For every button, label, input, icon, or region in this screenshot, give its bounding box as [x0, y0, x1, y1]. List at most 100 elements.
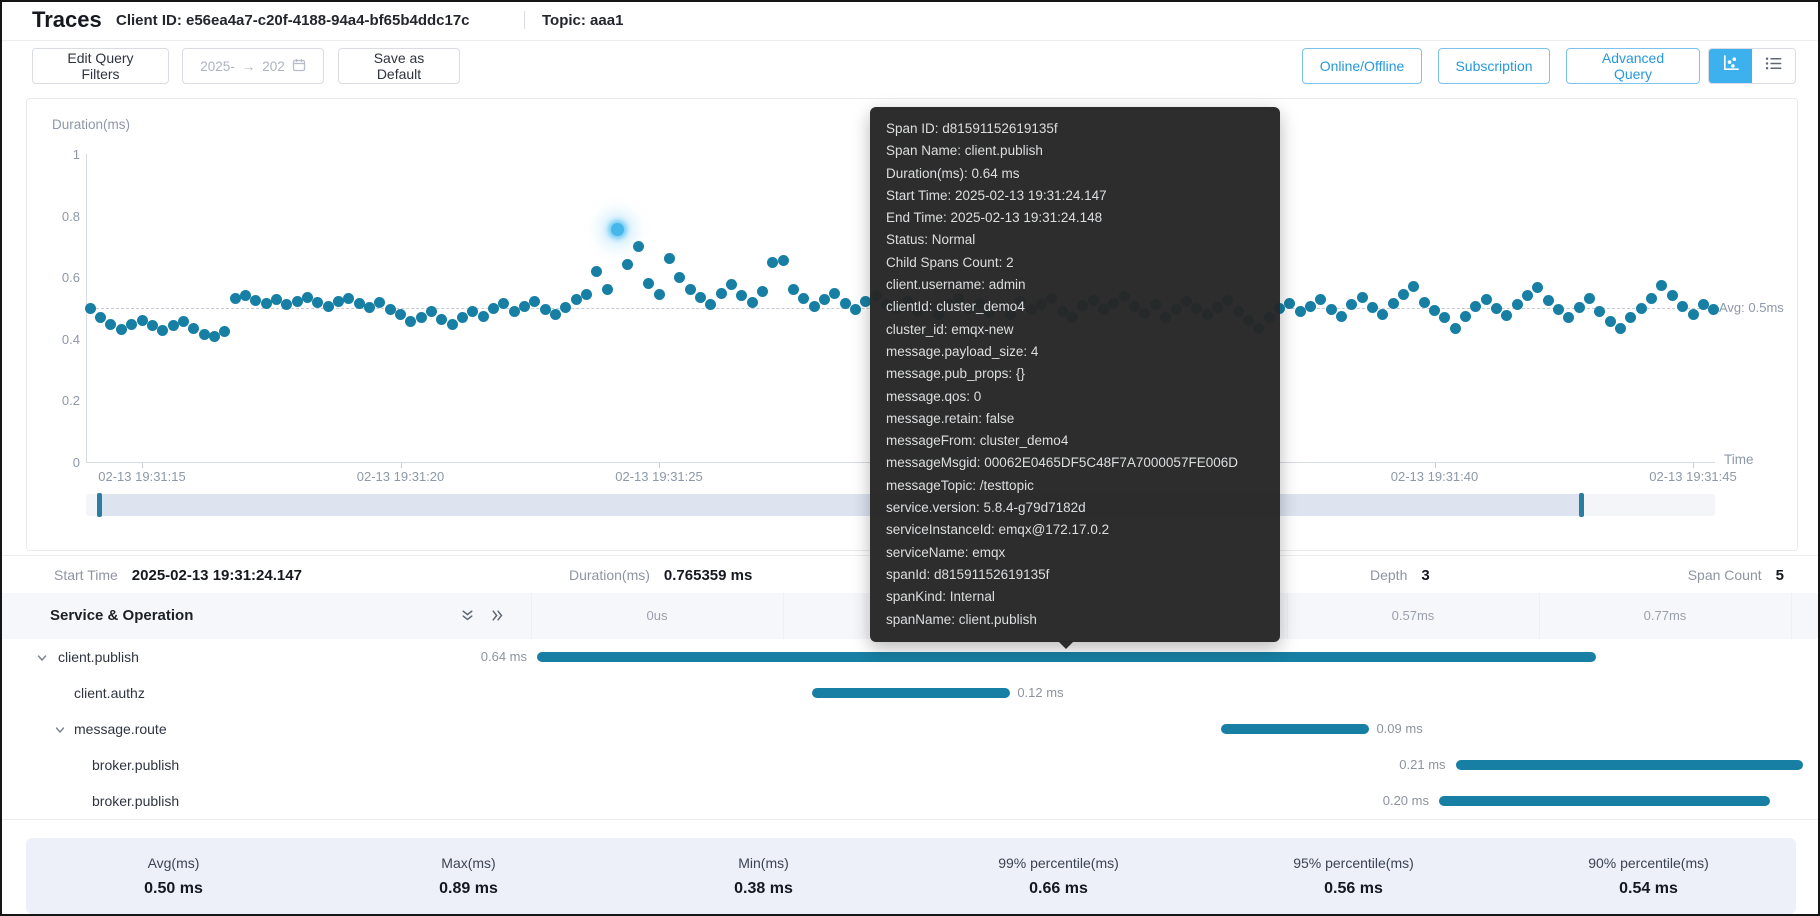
scatter-point[interactable]: [208, 330, 220, 342]
scatter-point[interactable]: [622, 259, 634, 271]
scatter-point[interactable]: [818, 293, 830, 305]
scatter-point[interactable]: [84, 302, 96, 314]
scatter-point[interactable]: [725, 279, 737, 291]
scatter-point[interactable]: [591, 265, 603, 277]
scatter-point[interactable]: [1584, 293, 1596, 305]
scatter-point[interactable]: [95, 311, 107, 323]
scatter-point[interactable]: [674, 271, 686, 283]
scatter-point[interactable]: [353, 297, 365, 309]
span-duration-bar[interactable]: [537, 652, 1597, 662]
scatter-point[interactable]: [1408, 280, 1420, 292]
scatter-point[interactable]: [157, 324, 169, 336]
scatter-point[interactable]: [198, 328, 210, 340]
scatter-point[interactable]: [808, 300, 820, 312]
date-range-picker[interactable]: 2025- → 202: [182, 48, 324, 84]
scatter-point[interactable]: [488, 302, 500, 314]
scatter-point[interactable]: [1666, 290, 1678, 302]
span-row[interactable]: broker.publish 0.20 ms: [2, 783, 1818, 819]
scatter-point[interactable]: [332, 295, 344, 307]
scatter-point[interactable]: [1573, 301, 1585, 313]
scatter-point[interactable]: [653, 288, 665, 300]
scatter-point[interactable]: [777, 254, 789, 266]
scatter-point[interactable]: [715, 287, 727, 299]
subscription-button[interactable]: Subscription: [1438, 48, 1550, 84]
scatter-point[interactable]: [415, 311, 427, 323]
scatter-point[interactable]: [1615, 323, 1627, 335]
scatter-point[interactable]: [1335, 311, 1347, 323]
scatter-point[interactable]: [1418, 296, 1430, 308]
edit-query-filters-button[interactable]: Edit Query Filters: [32, 48, 169, 84]
scatter-point[interactable]: [1532, 281, 1544, 293]
scatter-point[interactable]: [1284, 297, 1296, 309]
span-duration-bar[interactable]: [1220, 724, 1370, 734]
scatter-point[interactable]: [115, 324, 127, 336]
scatter-point-selected[interactable]: [611, 222, 625, 236]
scatter-point[interactable]: [1635, 302, 1647, 314]
scatter-point[interactable]: [508, 306, 520, 318]
scatter-point[interactable]: [684, 284, 696, 296]
scatter-point[interactable]: [1460, 311, 1472, 323]
scatter-point[interactable]: [1429, 304, 1440, 316]
scatter-point[interactable]: [539, 304, 551, 316]
scatter-point[interactable]: [1480, 293, 1492, 305]
advanced-query-button[interactable]: Advanced Query: [1566, 48, 1700, 84]
chevron-down-icon[interactable]: [54, 723, 66, 741]
scatter-point[interactable]: [1449, 322, 1461, 334]
scatter-point[interactable]: [467, 305, 479, 317]
scatter-point[interactable]: [798, 293, 810, 305]
scatter-point[interactable]: [1491, 303, 1503, 315]
span-duration-bar[interactable]: [1438, 796, 1770, 806]
list-view-toggle[interactable]: [1752, 49, 1795, 83]
scatter-point[interactable]: [1697, 299, 1709, 311]
scatter-point[interactable]: [136, 314, 148, 326]
span-duration-bar[interactable]: [1455, 760, 1804, 770]
scatter-point[interactable]: [446, 319, 458, 331]
scatter-point[interactable]: [105, 319, 117, 331]
scatter-point[interactable]: [270, 293, 282, 305]
scatter-point[interactable]: [1397, 288, 1409, 300]
scatter-point[interactable]: [1511, 298, 1523, 310]
scatter-point[interactable]: [1356, 291, 1368, 303]
scatter-point[interactable]: [177, 316, 189, 328]
scatter-point[interactable]: [1646, 292, 1658, 304]
scatter-point[interactable]: [1687, 309, 1699, 321]
scatter-point[interactable]: [570, 293, 582, 305]
scatter-point[interactable]: [550, 309, 562, 321]
scatter-point[interactable]: [860, 296, 872, 308]
scatter-point[interactable]: [1553, 304, 1565, 316]
datazoom-selected-range[interactable]: [97, 494, 1583, 516]
scatter-point[interactable]: [374, 296, 386, 308]
scatter-point[interactable]: [1501, 310, 1513, 322]
scatter-point[interactable]: [312, 296, 324, 308]
span-row[interactable]: client.publish 0.64 ms: [2, 639, 1818, 675]
scatter-point[interactable]: [457, 312, 469, 324]
scatter-point[interactable]: [1387, 297, 1399, 309]
chevron-down-icon[interactable]: [36, 651, 48, 669]
scatter-point[interactable]: [260, 297, 272, 309]
scatter-point[interactable]: [581, 288, 593, 300]
scatter-point[interactable]: [1542, 294, 1554, 306]
scatter-point[interactable]: [301, 291, 313, 303]
scatter-point[interactable]: [839, 297, 851, 309]
scatter-point[interactable]: [1656, 280, 1668, 292]
scatter-point[interactable]: [1594, 306, 1606, 318]
chart-view-toggle[interactable]: [1709, 49, 1752, 83]
span-row[interactable]: message.route 0.09 ms: [2, 711, 1818, 747]
scatter-point[interactable]: [363, 301, 375, 313]
span-row[interactable]: broker.publish 0.21 ms: [2, 747, 1818, 783]
scatter-point[interactable]: [1325, 304, 1337, 316]
scatter-point[interactable]: [1708, 304, 1720, 316]
scatter-point[interactable]: [291, 296, 303, 308]
online-offline-button[interactable]: Online/Offline: [1302, 48, 1422, 84]
scatter-point[interactable]: [219, 325, 231, 337]
span-duration-bar[interactable]: [811, 688, 1011, 698]
scatter-point[interactable]: [736, 290, 748, 302]
datazoom-left-handle[interactable]: [97, 493, 102, 517]
scatter-point[interactable]: [436, 314, 448, 326]
scatter-point[interactable]: [146, 320, 158, 332]
scatter-point[interactable]: [632, 240, 644, 252]
scatter-point[interactable]: [643, 277, 655, 289]
scatter-point[interactable]: [767, 256, 779, 268]
scatter-point[interactable]: [477, 311, 489, 323]
scatter-point[interactable]: [126, 319, 138, 331]
